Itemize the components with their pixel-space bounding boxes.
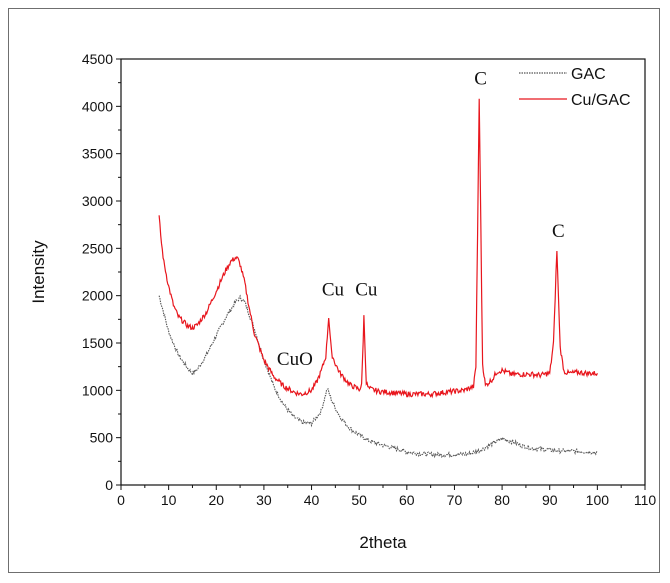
y-tick-label: 3000 [82, 193, 113, 209]
y-tick-label: 500 [90, 430, 114, 446]
series-line-cu-gac [158, 98, 598, 399]
x-tick-label: 70 [447, 492, 463, 508]
legend-label: GAC [571, 66, 606, 83]
x-tick-label: 10 [161, 492, 177, 508]
x-axis-label: 2theta [359, 533, 407, 552]
y-tick-label: 1000 [82, 382, 113, 398]
x-tick-label: 80 [494, 492, 510, 508]
peak-annotation: CuO [277, 349, 313, 370]
y-tick-label: 0 [105, 477, 113, 493]
annotation-layer: CuO Cu Cu C C [277, 69, 565, 370]
peak-annotation: Cu [322, 280, 345, 301]
x-tick-label: 20 [208, 492, 224, 508]
x-tick-label: 50 [351, 492, 367, 508]
peak-annotation: C [474, 69, 487, 90]
legend-label: Cu/GAC [571, 92, 631, 109]
x-tick-label: 0 [117, 492, 125, 508]
y-tick-label: 3500 [82, 146, 113, 162]
series-line-gac [158, 294, 598, 459]
y-tick-label: 1500 [82, 335, 113, 351]
x-tick-label: 100 [586, 492, 610, 508]
plot-area-border [120, 58, 646, 486]
peak-annotation: Cu [355, 280, 378, 301]
x-tick-label: 60 [399, 492, 415, 508]
x-tick-label: 110 [634, 492, 657, 508]
y-tick-label: 4000 [82, 98, 113, 114]
x-tick-label: 90 [542, 492, 558, 508]
x-tick-label: 30 [256, 492, 272, 508]
series-layer [158, 98, 598, 459]
axes: 0 10 20 30 40 50 60 70 80 90 100 110 0 500 1000 1500 200… [82, 51, 657, 508]
figure-frame [8, 8, 660, 573]
y-tick-label: 4500 [82, 51, 113, 67]
legend: GAC Cu/GAC [519, 66, 631, 109]
y-tick-label: 2000 [82, 288, 113, 304]
x-tick-label: 40 [304, 492, 320, 508]
y-tick-label: 2500 [82, 240, 113, 256]
y-axis-label: Intensity [29, 240, 48, 304]
peak-annotation: C [552, 221, 565, 242]
